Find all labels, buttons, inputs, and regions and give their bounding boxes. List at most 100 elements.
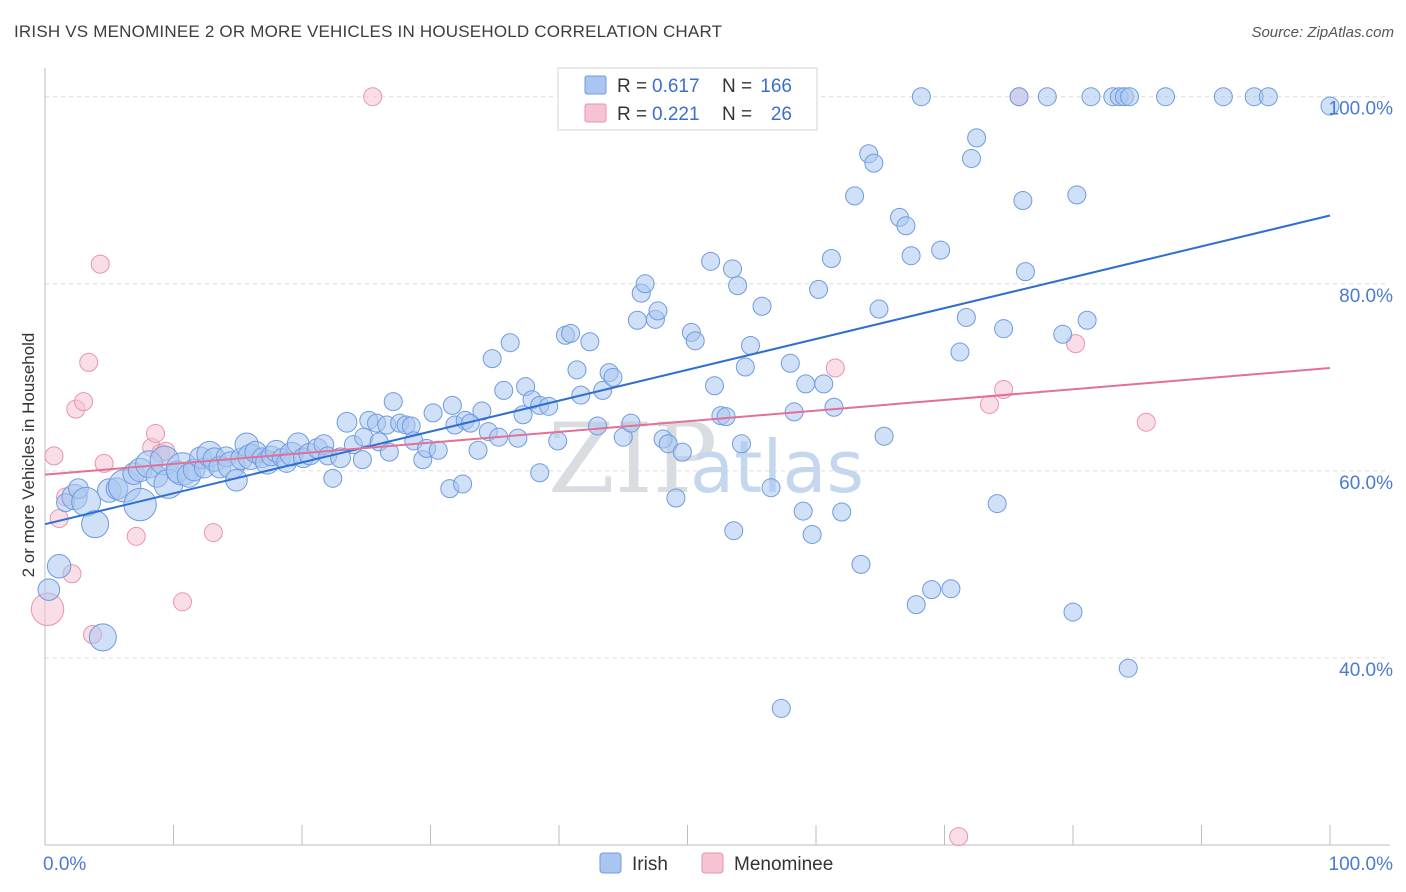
irish-point [901, 246, 921, 266]
irish-point [896, 216, 916, 236]
irish-point [567, 360, 587, 380]
irish-point [752, 296, 772, 316]
legend-r-value-irish: 0.617 [652, 76, 700, 97]
irish-point [1258, 87, 1278, 107]
irish-point [323, 468, 343, 488]
irish-point [851, 554, 871, 574]
menominee-point [979, 394, 999, 414]
irish-point [941, 579, 961, 599]
irish-point [704, 376, 724, 396]
irish-point [1120, 87, 1140, 107]
x-tick-labels: 0.0% 100.0% [43, 854, 1393, 875]
menominee-point [1136, 412, 1156, 432]
irish-point [832, 502, 852, 522]
irish-point [423, 403, 443, 423]
irish-point [1009, 87, 1029, 107]
irish-point [796, 374, 816, 394]
irish-point [761, 478, 781, 498]
menominee-point [74, 392, 94, 412]
legend-n-label-irish: N = [722, 76, 752, 97]
irish-point [648, 301, 668, 321]
irish-point [731, 434, 751, 454]
irish-point [1077, 310, 1097, 330]
legend-n-label-menominee: N = [722, 104, 752, 125]
watermark-atlas: atlas [690, 425, 864, 509]
irish-point [494, 380, 514, 400]
y-axis-title: 2 or more Vehicles in Household [19, 333, 38, 578]
irish-point [1081, 87, 1101, 107]
irish-point [824, 397, 844, 417]
irish-point [874, 426, 894, 446]
irish-trend-line [44, 214, 1331, 526]
chart-source: Source: ZipAtlas.com [1251, 24, 1394, 41]
irish-points [37, 87, 1340, 718]
irish-point [950, 342, 970, 362]
irish-point [931, 240, 951, 260]
irish-point [906, 595, 926, 615]
irish-point [336, 411, 358, 433]
irish-point [814, 374, 834, 394]
irish-point [352, 450, 372, 470]
trend-lines [44, 214, 1331, 526]
menominee-point [203, 523, 223, 543]
irish-point [809, 279, 829, 299]
irish-point [685, 331, 705, 351]
x-tick-label: 0.0% [43, 854, 86, 875]
menominee-point [363, 87, 383, 107]
y-tick-labels: 40.0% 60.0% 80.0% 100.0% [1329, 99, 1394, 681]
irish-point [922, 580, 942, 600]
irish-point [701, 251, 721, 271]
irish-point [961, 148, 981, 168]
legend-n-value-menominee: 26 [771, 104, 792, 125]
irish-point [845, 186, 865, 206]
irish-point [588, 416, 608, 436]
irish-point [1013, 191, 1033, 211]
irish-point [994, 319, 1014, 339]
menominee-trend-line [44, 366, 1331, 476]
series-legend-swatch-menominee [701, 852, 724, 874]
irish-point [530, 463, 550, 483]
irish-point [453, 474, 473, 494]
legend-n-value-irish: 166 [760, 76, 792, 97]
irish-point [1037, 87, 1057, 107]
irish-point [1053, 324, 1073, 344]
series-legend: Irish Menominee [599, 852, 833, 875]
legend-r-label-menominee: R = [617, 104, 647, 125]
y-tick-label: 40.0% [1339, 660, 1393, 681]
irish-point [428, 440, 448, 460]
irish-point [724, 521, 744, 541]
irish-point [580, 332, 600, 352]
irish-point [88, 623, 117, 652]
menominee-point [172, 592, 192, 612]
irish-point [621, 413, 641, 433]
legend-swatch-menominee [584, 103, 607, 123]
menominee-points [30, 87, 1156, 847]
menominee-point [1066, 334, 1086, 354]
irish-point [635, 274, 655, 294]
irish-point [468, 440, 488, 460]
irish-point [482, 349, 502, 369]
irish-point [672, 442, 692, 462]
y-tick-label: 100.0% [1329, 99, 1394, 120]
legend-r-value-menominee: 0.221 [652, 104, 700, 125]
irish-point [81, 510, 110, 539]
y-tick-label: 80.0% [1339, 286, 1393, 307]
irish-point [728, 276, 748, 296]
irish-point [500, 333, 520, 353]
irish-point [37, 578, 61, 601]
irish-point [771, 698, 791, 718]
irish-point [666, 488, 686, 508]
irish-point [1320, 96, 1340, 116]
irish-point [740, 336, 760, 356]
irish-point [539, 396, 559, 416]
irish-point [821, 249, 841, 269]
correlation-legend: R = 0.617 N = 166 R = 0.221 N = 26 [557, 67, 818, 131]
irish-point [1063, 602, 1083, 622]
irish-point [1156, 87, 1176, 107]
menominee-point [90, 254, 110, 274]
series-legend-label-irish: Irish [632, 854, 668, 875]
legend-r-label-irish: R = [617, 76, 647, 97]
y-tick-label: 60.0% [1339, 473, 1393, 494]
irish-point [561, 323, 581, 343]
